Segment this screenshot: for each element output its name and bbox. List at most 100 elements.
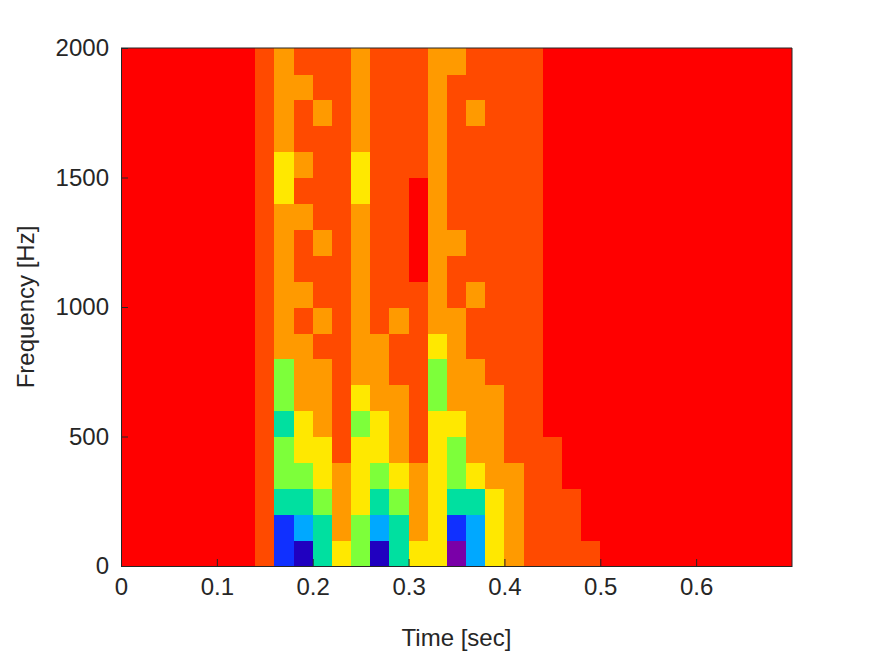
cell	[159, 488, 179, 515]
cell	[447, 48, 467, 75]
cell	[696, 540, 716, 566]
cell	[409, 126, 429, 153]
cell	[313, 307, 333, 334]
cell	[370, 540, 390, 566]
cell	[619, 178, 639, 205]
cell	[409, 514, 429, 541]
cell	[754, 126, 774, 153]
cell	[274, 229, 294, 256]
cell	[562, 203, 582, 230]
cell	[734, 437, 754, 464]
cell	[485, 255, 505, 282]
cell	[428, 333, 448, 360]
cell	[313, 359, 333, 386]
cell	[274, 307, 294, 334]
cell	[255, 333, 275, 360]
cell	[351, 48, 371, 75]
cell	[409, 74, 429, 101]
cell	[370, 514, 390, 541]
cell	[677, 100, 697, 127]
cell	[370, 48, 390, 75]
cell	[677, 411, 697, 438]
cell	[485, 229, 505, 256]
cell	[658, 281, 678, 308]
cell	[715, 359, 735, 386]
cell	[734, 462, 754, 489]
cell	[543, 203, 563, 230]
cell	[447, 333, 467, 360]
cell	[332, 411, 352, 438]
cell	[715, 48, 735, 75]
cell	[677, 462, 697, 489]
cell	[562, 229, 582, 256]
cell	[581, 281, 601, 308]
cell	[773, 540, 792, 566]
cell	[466, 488, 486, 515]
cell	[159, 514, 179, 541]
cell	[217, 411, 237, 438]
cell	[255, 74, 275, 101]
cell	[715, 229, 735, 256]
cell	[485, 411, 505, 438]
cell	[600, 514, 620, 541]
cell	[409, 307, 429, 334]
cell	[236, 307, 256, 334]
cell	[485, 437, 505, 464]
cell	[562, 178, 582, 205]
cell	[754, 307, 774, 334]
cell	[159, 229, 179, 256]
cell	[179, 385, 199, 412]
cell	[619, 74, 639, 101]
cell	[428, 74, 448, 101]
cell	[428, 307, 448, 334]
cell	[754, 178, 774, 205]
cell	[236, 385, 256, 412]
cell	[658, 385, 678, 412]
tick-label: 0.1	[201, 573, 234, 600]
cell	[236, 255, 256, 282]
cell	[313, 255, 333, 282]
tick-label: 0.2	[297, 573, 330, 600]
cell	[274, 255, 294, 282]
cell	[677, 48, 697, 75]
cell	[715, 203, 735, 230]
cell	[179, 333, 199, 360]
cell	[677, 540, 697, 566]
cell	[485, 462, 505, 489]
y-axis-title: Frequency [Hz]	[12, 226, 39, 389]
cell	[696, 385, 716, 412]
cell	[294, 100, 314, 127]
cell	[773, 385, 792, 412]
cell	[351, 385, 371, 412]
cell	[236, 359, 256, 386]
cell	[543, 307, 563, 334]
cell	[351, 229, 371, 256]
cell	[773, 178, 792, 205]
cell	[198, 514, 218, 541]
cell	[447, 74, 467, 101]
cell	[255, 203, 275, 230]
cell	[485, 74, 505, 101]
cell	[773, 203, 792, 230]
cell	[217, 178, 237, 205]
cell	[370, 126, 390, 153]
cell	[447, 540, 467, 566]
cell	[294, 333, 314, 360]
cell	[639, 333, 659, 360]
cell	[179, 255, 199, 282]
cell	[351, 281, 371, 308]
cell	[600, 48, 620, 75]
cell	[389, 333, 409, 360]
cell	[159, 411, 179, 438]
cell	[485, 100, 505, 127]
cell	[504, 126, 524, 153]
cell	[677, 307, 697, 334]
cell	[121, 307, 141, 334]
cell	[274, 540, 294, 566]
cell	[581, 255, 601, 282]
cell	[600, 152, 620, 179]
cell	[734, 385, 754, 412]
cell	[409, 281, 429, 308]
cell	[485, 152, 505, 179]
cell	[198, 203, 218, 230]
